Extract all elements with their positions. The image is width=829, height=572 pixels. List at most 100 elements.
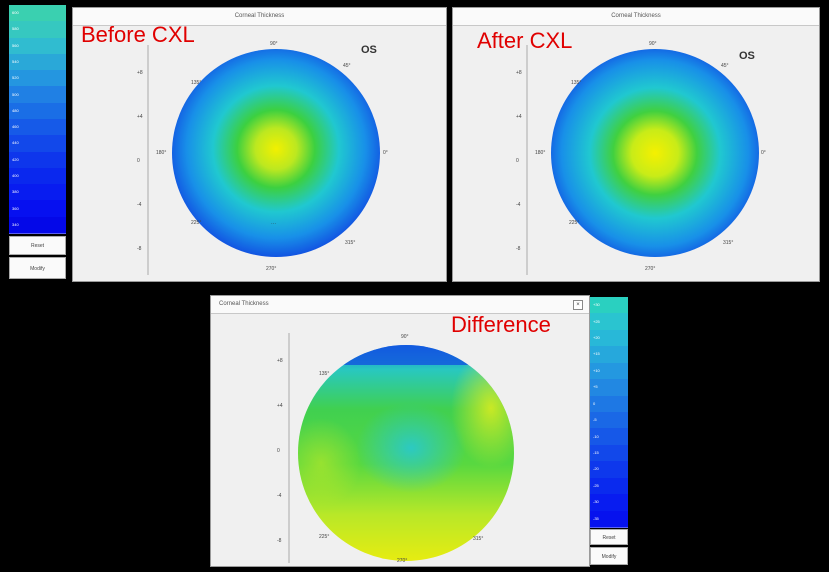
after-y-tick-2: 0 <box>516 158 519 164</box>
difference-y-tick-3: -4 <box>277 493 282 499</box>
legend-swatch[interactable]: -10 <box>590 428 628 446</box>
after-angle-upper-right: 45° <box>721 63 729 69</box>
legend-value: -10 <box>593 433 599 439</box>
difference-y-tick-1: +4 <box>277 403 283 409</box>
legend-swatch[interactable]: +5 <box>590 379 628 397</box>
after-angle-lower-right: 315° <box>723 240 734 246</box>
legend-swatch[interactable]: +20 <box>590 329 628 348</box>
difference-map-panel: Corneal Thickness × <box>210 295 590 567</box>
legend-value: 520 <box>12 75 19 81</box>
close-icon[interactable]: × <box>573 300 583 310</box>
legend-swatch[interactable]: 400 <box>9 167 66 186</box>
after-angle-top: 90° <box>649 41 657 47</box>
legend-swatch[interactable]: 340 <box>9 216 66 234</box>
difference-angle-bottom: 270° <box>397 558 408 564</box>
before-angle-upper-right: 45° <box>343 63 351 69</box>
before-y-tick-0: +8 <box>137 70 143 76</box>
after-map-canvas <box>526 45 759 275</box>
legend-swatch[interactable]: 440 <box>9 135 66 153</box>
legend-value: 400 <box>12 172 19 178</box>
before-window-title: Corneal Thickness <box>73 8 446 26</box>
legend-swatch[interactable]: +10 <box>590 362 628 381</box>
legend-swatch[interactable]: +25 <box>590 313 628 331</box>
legend-swatch[interactable]: 600 <box>9 5 66 23</box>
legend-swatch[interactable]: 580 <box>9 21 66 39</box>
right-modify-button[interactable]: Modify <box>590 547 628 565</box>
legend-swatch[interactable]: -25 <box>590 477 628 496</box>
before-angle-lower-left: 225° <box>191 220 202 226</box>
legend-swatch[interactable]: +15 <box>590 346 628 364</box>
difference-y-tick-4: -8 <box>277 538 282 544</box>
after-thickness-map <box>551 49 759 257</box>
after-map-panel: Corneal Thickness After CXL OS 90° 270° … <box>452 7 820 282</box>
after-y-tick-4: -8 <box>516 246 521 252</box>
left-reset-button[interactable]: Reset <box>9 236 66 255</box>
before-y-tick-4: -8 <box>137 246 142 252</box>
legend-swatch[interactable]: 460 <box>9 119 66 137</box>
legend-value: 340 <box>12 221 19 227</box>
before-y-tick-3: -4 <box>137 202 142 208</box>
legend-value: +30 <box>593 302 600 308</box>
after-y-tick-1: +4 <box>516 114 522 120</box>
before-overlay-label: Before CXL <box>81 22 195 47</box>
legend-swatch[interactable]: 480 <box>9 102 66 120</box>
legend-swatch[interactable]: 360 <box>9 200 66 218</box>
legend-swatch[interactable]: 520 <box>9 70 66 88</box>
after-angle-right: 0° <box>761 150 766 156</box>
after-angle-upper-left: 135° <box>571 80 582 86</box>
after-eye-label: OS <box>739 50 755 62</box>
legend-swatch[interactable]: +30 <box>590 297 628 315</box>
legend-value: 480 <box>12 107 19 113</box>
legend-swatch[interactable]: -30 <box>590 494 628 512</box>
legend-value: +25 <box>593 318 600 324</box>
left-modify-button[interactable]: Modify <box>9 257 66 279</box>
legend-swatch[interactable]: -20 <box>590 461 628 479</box>
difference-map-canvas <box>288 333 514 563</box>
legend-value: -35 <box>593 515 599 521</box>
after-y-tick-3: -4 <box>516 202 521 208</box>
legend-value: 380 <box>12 189 19 195</box>
before-angle-top: 90° <box>270 41 278 47</box>
difference-overlay-label: Difference <box>451 312 551 337</box>
before-angle-left: 180° <box>156 150 167 156</box>
legend-value: 0 <box>593 400 596 406</box>
before-eye-label: OS <box>361 44 377 56</box>
legend-swatch[interactable]: -5 <box>590 412 628 430</box>
legend-swatch[interactable]: 0 <box>590 395 628 413</box>
legend-swatch[interactable]: 540 <box>9 53 66 72</box>
legend-value: 360 <box>12 205 19 211</box>
before-angle-bottom: 270° <box>266 266 277 272</box>
legend-value: +15 <box>593 351 600 357</box>
legend-swatch[interactable]: 380 <box>9 184 66 202</box>
after-window-title: Corneal Thickness <box>453 8 819 26</box>
before-angle-lower-right: 315° <box>345 240 356 246</box>
difference-angle-lower-right: 315° <box>473 536 484 542</box>
before-map-canvas: ··· <box>147 45 380 275</box>
legend-value: -20 <box>593 466 599 472</box>
right-color-scale[interactable]: +30 +25 +20 +15 +10 +5 0 -5 -10 -15 -20 -25 -30 -35 <box>590 297 628 528</box>
legend-value: +10 <box>593 367 600 373</box>
legend-value: 440 <box>12 140 19 146</box>
legend-value: -30 <box>593 499 599 505</box>
legend-swatch[interactable]: 500 <box>9 86 66 104</box>
difference-window-title: Corneal Thickness <box>211 296 589 314</box>
legend-swatch[interactable]: 560 <box>9 37 66 55</box>
left-color-scale[interactable]: 600 580 560 540 520 500 480 460 440 420 400 380 360 3… <box>9 5 66 234</box>
legend-swatch[interactable]: 420 <box>9 151 66 169</box>
legend-value: -5 <box>593 417 597 423</box>
legend-value: -15 <box>593 450 599 456</box>
difference-y-tick-0: +8 <box>277 358 283 364</box>
legend-swatch[interactable]: -35 <box>590 510 628 528</box>
before-y-tick-2: 0 <box>137 158 140 164</box>
after-overlay-label: After CXL <box>477 28 573 53</box>
before-thickness-map <box>172 49 380 257</box>
svg-text:···: ··· <box>271 221 276 227</box>
legend-swatch[interactable]: -15 <box>590 444 628 463</box>
right-reset-button[interactable]: Reset <box>590 529 628 545</box>
difference-angle-top: 90° <box>401 334 409 340</box>
difference-y-tick-2: 0 <box>277 448 280 454</box>
legend-value: +20 <box>593 335 600 341</box>
difference-angle-lower-left: 225° <box>319 534 330 540</box>
legend-value: 600 <box>12 10 19 16</box>
before-map-panel: Corneal Thickness ··· Before CXL OS 90° … <box>72 7 447 282</box>
